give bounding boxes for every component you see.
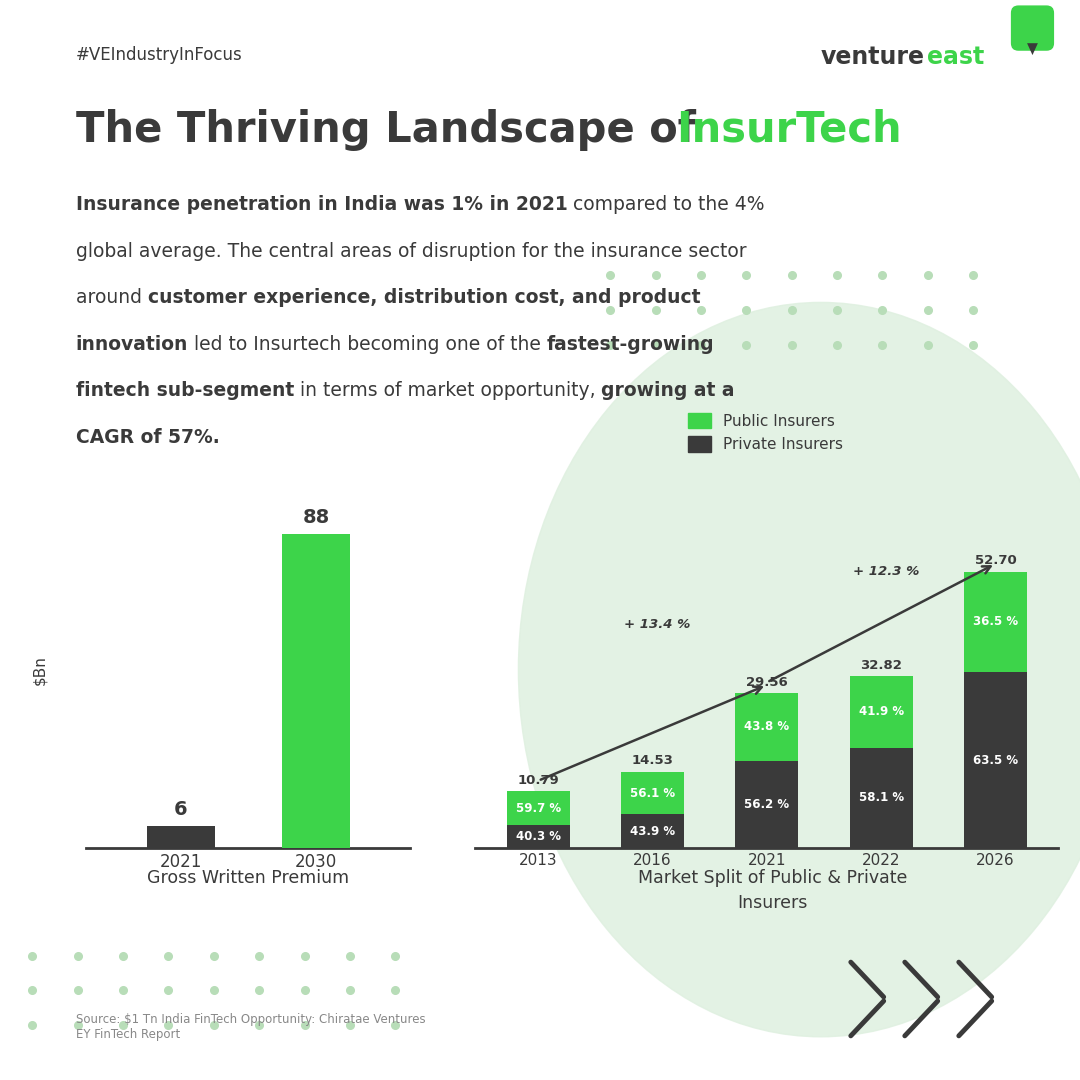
Text: 52.70: 52.70 bbox=[974, 554, 1016, 567]
Bar bbox=[621, 814, 684, 848]
Text: customer experience, distribution cost, and product: customer experience, distribution cost, … bbox=[148, 288, 700, 307]
Text: Insurers: Insurers bbox=[737, 894, 808, 913]
Text: innovation: innovation bbox=[76, 335, 188, 353]
Text: 32.82: 32.82 bbox=[860, 659, 902, 672]
Text: fastest-growing: fastest-growing bbox=[546, 335, 715, 353]
Text: InsurTech: InsurTech bbox=[676, 109, 902, 150]
Text: east: east bbox=[927, 45, 984, 69]
Text: #VEIndustryInFocus: #VEIndustryInFocus bbox=[76, 46, 242, 65]
Text: + 12.3 %: + 12.3 % bbox=[852, 565, 919, 578]
Bar bbox=[282, 535, 350, 848]
Legend: Public Insurers, Private Insurers: Public Insurers, Private Insurers bbox=[688, 413, 843, 453]
FancyBboxPatch shape bbox=[1011, 5, 1054, 51]
Text: fintech sub-segment: fintech sub-segment bbox=[76, 381, 294, 401]
Text: 6: 6 bbox=[174, 800, 188, 820]
Text: 88: 88 bbox=[302, 508, 329, 527]
Text: + 13.4 %: + 13.4 % bbox=[624, 618, 690, 631]
Bar bbox=[735, 693, 798, 760]
Text: 10.79: 10.79 bbox=[517, 774, 559, 787]
Text: in terms of market opportunity,: in terms of market opportunity, bbox=[294, 381, 602, 401]
Text: 29.56: 29.56 bbox=[746, 676, 787, 689]
Text: 14.53: 14.53 bbox=[632, 755, 674, 768]
Text: Market Split of Public & Private: Market Split of Public & Private bbox=[637, 869, 907, 888]
Bar bbox=[147, 826, 215, 848]
Text: venture: venture bbox=[821, 45, 924, 69]
Bar bbox=[735, 760, 798, 848]
Bar bbox=[507, 825, 569, 848]
Text: around: around bbox=[76, 288, 148, 307]
Bar bbox=[850, 747, 913, 848]
Ellipse shape bbox=[518, 302, 1080, 1037]
Text: 63.5 %: 63.5 % bbox=[973, 754, 1018, 767]
Bar bbox=[964, 571, 1027, 673]
Text: 40.3 %: 40.3 % bbox=[515, 829, 561, 842]
Text: global average. The central areas of disruption for the insurance sector: global average. The central areas of dis… bbox=[76, 242, 746, 260]
Text: Gross Written Premium: Gross Written Premium bbox=[147, 869, 350, 888]
Text: 58.1 %: 58.1 % bbox=[859, 792, 904, 805]
Text: 43.8 %: 43.8 % bbox=[744, 720, 789, 733]
Text: compared to the 4%: compared to the 4% bbox=[567, 195, 765, 214]
Text: led to Insurtech becoming one of the: led to Insurtech becoming one of the bbox=[188, 335, 546, 353]
Text: The Thriving Landscape of: The Thriving Landscape of bbox=[76, 109, 710, 150]
Text: Insurance penetration in India was 1% in 2021: Insurance penetration in India was 1% in… bbox=[76, 195, 567, 214]
Text: 41.9 %: 41.9 % bbox=[859, 705, 904, 718]
Bar bbox=[964, 673, 1027, 848]
Text: CAGR of 57%.: CAGR of 57%. bbox=[76, 428, 219, 447]
Text: 36.5 %: 36.5 % bbox=[973, 616, 1018, 629]
Bar bbox=[507, 792, 569, 825]
PathPatch shape bbox=[1027, 43, 1038, 55]
Bar bbox=[850, 676, 913, 747]
Text: 56.1 %: 56.1 % bbox=[630, 786, 675, 799]
Y-axis label: $Bn: $Bn bbox=[32, 654, 48, 685]
Text: 56.2 %: 56.2 % bbox=[744, 798, 789, 811]
Bar bbox=[621, 771, 684, 814]
Text: growing at a: growing at a bbox=[602, 381, 735, 401]
Text: 59.7 %: 59.7 % bbox=[515, 801, 561, 814]
Text: 43.9 %: 43.9 % bbox=[630, 825, 675, 838]
Text: Source: $1 Tn India FinTech Opportunity: Chiratae Ventures
EY FinTech Report: Source: $1 Tn India FinTech Opportunity:… bbox=[76, 1013, 426, 1041]
